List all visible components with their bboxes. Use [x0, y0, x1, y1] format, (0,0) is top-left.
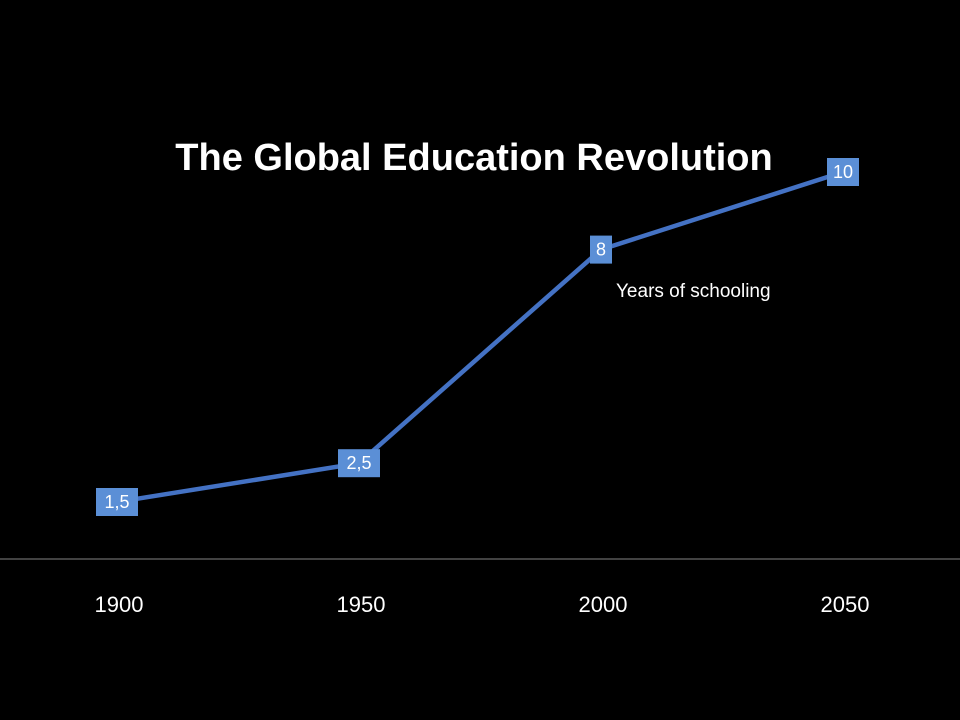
- data-label-1900: 1,5: [96, 488, 138, 516]
- data-label-value: 2,5: [346, 453, 371, 473]
- series-name-label: Years of schooling: [616, 281, 771, 302]
- x-tick-label-2050: 2050: [821, 592, 870, 617]
- chart-title: The Global Education Revolution: [175, 137, 772, 179]
- data-label-value: 10: [833, 162, 853, 182]
- data-label-value: 8: [596, 240, 606, 260]
- data-label-box: [96, 488, 138, 516]
- x-tick-label-1950: 1950: [337, 592, 386, 617]
- data-label-box: [590, 235, 612, 264]
- data-label-box: [827, 158, 859, 186]
- x-axis-tick-labels: 1900 1950 2000 2050: [95, 592, 870, 617]
- data-label-1950: 2,5: [338, 449, 380, 478]
- data-label-2000: 8: [590, 235, 612, 264]
- series-line-years-of-schooling: [114, 169, 846, 505]
- data-labels: 1,5 2,5 8 10: [96, 158, 859, 516]
- data-label-box: [338, 449, 380, 478]
- x-tick-label-1900: 1900: [95, 592, 144, 617]
- x-tick-label-2000: 2000: [579, 592, 628, 617]
- data-label-2050: 10: [827, 158, 859, 186]
- data-label-value: 1,5: [104, 492, 129, 512]
